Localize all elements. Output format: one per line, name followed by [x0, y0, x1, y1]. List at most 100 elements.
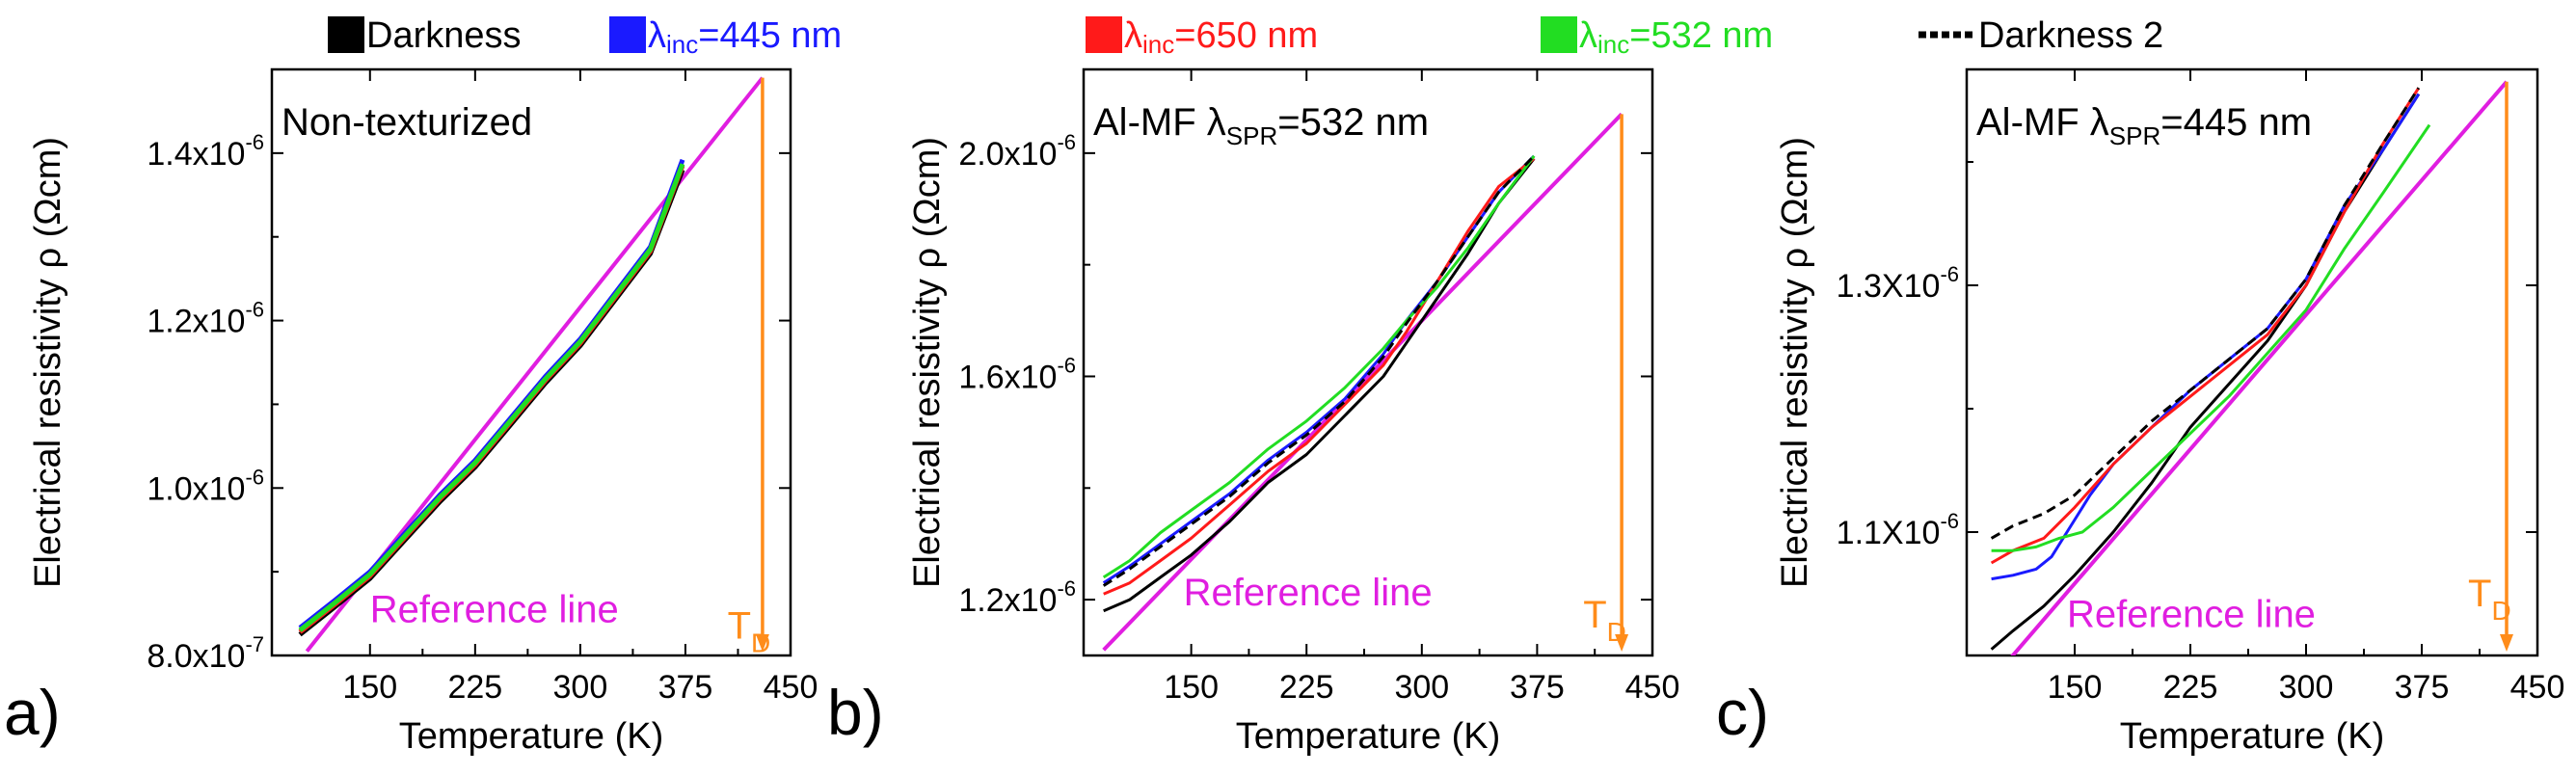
plot-frame	[1965, 67, 2539, 657]
series-l445	[298, 158, 685, 630]
series-darkness2	[1990, 87, 2421, 540]
debye-label-sub: D	[1607, 617, 1626, 647]
reference-line	[2010, 80, 2509, 655]
legend-item-l650: λinc=650 nm	[1086, 15, 1318, 59]
y-tick-exponent: -6	[1057, 576, 1076, 601]
legend-label: Darkness	[366, 15, 522, 56]
x-tick-label: 225	[1279, 669, 1334, 706]
y-tick-mantissa: 1.1X10	[1837, 515, 1941, 551]
x-tick-label: 225	[447, 669, 502, 706]
debye-arrow-head	[1615, 634, 1629, 652]
legend-label-text: Darkness	[366, 15, 522, 56]
y-tick-label: 1.3X10-6	[1837, 262, 1959, 305]
reference-label: Reference line	[2067, 594, 2316, 636]
legend-swatch	[1086, 16, 1122, 53]
debye-arrow-head	[755, 634, 769, 652]
panel-title-main: Al-MF λ	[1093, 101, 1226, 144]
x-tick-label: 450	[1625, 669, 1680, 706]
y-tick-mantissa: 1.2x10	[958, 582, 1057, 619]
panel-title: Al-MF λSPR=445 nm	[1976, 101, 2312, 150]
legend-label-sub: inc	[1142, 30, 1174, 59]
plot-area	[1102, 112, 1623, 652]
y-tick-mantissa: 1.6x10	[958, 359, 1057, 395]
series-l532	[298, 163, 685, 632]
x-tick-label: 375	[658, 669, 713, 706]
legend-swatch	[328, 16, 364, 53]
panel-label: a)	[4, 677, 61, 748]
y-tick-mantissa: 1.4x10	[147, 136, 245, 173]
series-darkness	[1103, 157, 1536, 613]
panel-title-main: Non-texturized	[282, 101, 532, 144]
x-tick-label: 150	[2048, 669, 2103, 706]
y-tick-exponent: -6	[1057, 353, 1076, 377]
y-tick-exponent: -7	[245, 632, 264, 656]
x-axis-label: Temperature (K)	[2120, 716, 2385, 757]
legend-label-text: Darkness 2	[1978, 15, 2163, 56]
y-tick-mantissa: 1.2x10	[147, 304, 245, 340]
debye-label: TD	[1583, 594, 1626, 647]
panel-title-sub: SPR	[2109, 121, 2160, 150]
plot-frame	[1082, 67, 1654, 657]
plot-area	[1990, 80, 2509, 655]
legend-label-rest: =650 nm	[1174, 15, 1318, 56]
legend-swatch	[1541, 16, 1577, 53]
legend-item-darkness: Darkness	[328, 15, 522, 56]
legend-item-darkness2: Darkness 2	[1919, 15, 2163, 56]
x-tick-label: 375	[2395, 669, 2450, 706]
legend: Darkness λinc=445 nm λinc=650 nm λinc=532 n…	[328, 15, 2163, 59]
x-tick-label: 225	[2163, 669, 2218, 706]
y-axis-label: Electrical resistivity ρ (Ωcm)	[907, 137, 948, 588]
legend-label: λinc=650 nm	[1124, 15, 1318, 59]
y-tick-mantissa: 2.0x10	[958, 136, 1057, 173]
series-l532	[1991, 123, 2431, 552]
x-tick-label: 375	[1510, 669, 1565, 706]
series-l445	[1102, 154, 1536, 584]
y-axis-label: Electrical resistivity ρ (Ωcm)	[1775, 137, 1815, 588]
panel-title-rest: =532 nm	[1277, 101, 1429, 144]
y-tick-exponent: -6	[245, 130, 264, 154]
panel-b: 150 225 300 375 4501.2x10-61.6x10-62.0x10-6T…	[827, 67, 1680, 757]
debye-label-sub: D	[2491, 596, 2510, 626]
panel-title-main: Al-MF λ	[1976, 101, 2109, 144]
legend-label: λinc=532 nm	[1579, 15, 1773, 59]
x-tick-label: 450	[764, 669, 818, 706]
legend-swatch	[609, 16, 646, 53]
y-tick-label: 1.0x10-6	[147, 465, 264, 507]
series-l532	[1102, 154, 1536, 579]
panel-c: 150 225 300 375 450 1.1X10 -61.3X10-6 TD Referen…	[1716, 67, 2565, 757]
legend-label: Darkness 2	[1978, 15, 2163, 56]
series-darkness2	[1102, 154, 1536, 587]
y-tick-exponent: -6	[245, 298, 264, 322]
y-tick-exponent: -6	[1940, 262, 1959, 286]
x-tick-label: 450	[2510, 669, 2565, 706]
series-l650	[1103, 157, 1536, 596]
panel-label: b)	[827, 677, 884, 748]
x-axis-label: Temperature (K)	[399, 716, 664, 757]
legend-item-l445: λinc=445 nm	[609, 15, 842, 59]
legend-label-sub: inc	[666, 30, 698, 59]
y-tick-label: 2.0x10-6	[958, 130, 1076, 173]
panel-a: 150 225 300 375 4508.0x10-71.0x10-61.2x10-61…	[4, 67, 818, 757]
legend-label-rest: =445 nm	[698, 15, 842, 56]
legend-label: λinc=445 nm	[648, 15, 842, 59]
y-tick-mantissa: 1.0x10	[147, 470, 245, 507]
series-l445	[1991, 93, 2421, 581]
debye-label-T: T	[1583, 594, 1606, 636]
panel-label: c)	[1716, 677, 1769, 748]
legend-label-rest: =532 nm	[1629, 15, 1773, 56]
y-tick-label: 1.2x10-6	[147, 298, 264, 340]
debye-arrow-head	[2500, 634, 2513, 652]
x-tick-label: 150	[342, 669, 397, 706]
series-l650	[298, 165, 685, 634]
debye-label-T: T	[2468, 573, 2491, 615]
debye-label: TD	[728, 605, 771, 658]
legend-label-lambda: λ	[1579, 15, 1597, 56]
legend-label-lambda: λ	[648, 15, 666, 56]
y-tick-mantissa: 8.0x10	[147, 638, 245, 675]
debye-label: TD	[2468, 573, 2511, 626]
y-tick-label: 1.6x10-6	[958, 353, 1076, 395]
plot-area	[298, 76, 765, 653]
x-tick-label: 300	[2279, 669, 2334, 706]
y-tick-label: 8.0x10-7	[147, 632, 264, 675]
reference-label: Reference line	[1184, 572, 1433, 614]
